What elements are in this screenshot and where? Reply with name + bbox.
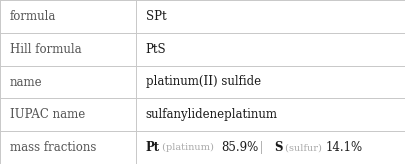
Text: sulfanylideneplatinum: sulfanylideneplatinum	[146, 108, 278, 121]
Text: SPt: SPt	[146, 10, 166, 23]
Text: S: S	[274, 141, 283, 154]
Text: formula: formula	[10, 10, 57, 23]
Text: name: name	[10, 75, 43, 89]
Text: PtS: PtS	[146, 43, 166, 56]
Text: 85.9%: 85.9%	[222, 141, 259, 154]
Text: |: |	[252, 141, 271, 154]
Text: (sulfur): (sulfur)	[282, 143, 325, 152]
Text: Pt: Pt	[146, 141, 160, 154]
Text: 14.1%: 14.1%	[326, 141, 363, 154]
Text: platinum(II) sulfide: platinum(II) sulfide	[146, 75, 261, 89]
Text: (platinum): (platinum)	[159, 143, 217, 152]
Text: IUPAC name: IUPAC name	[10, 108, 85, 121]
Text: mass fractions: mass fractions	[10, 141, 96, 154]
Text: Hill formula: Hill formula	[10, 43, 82, 56]
